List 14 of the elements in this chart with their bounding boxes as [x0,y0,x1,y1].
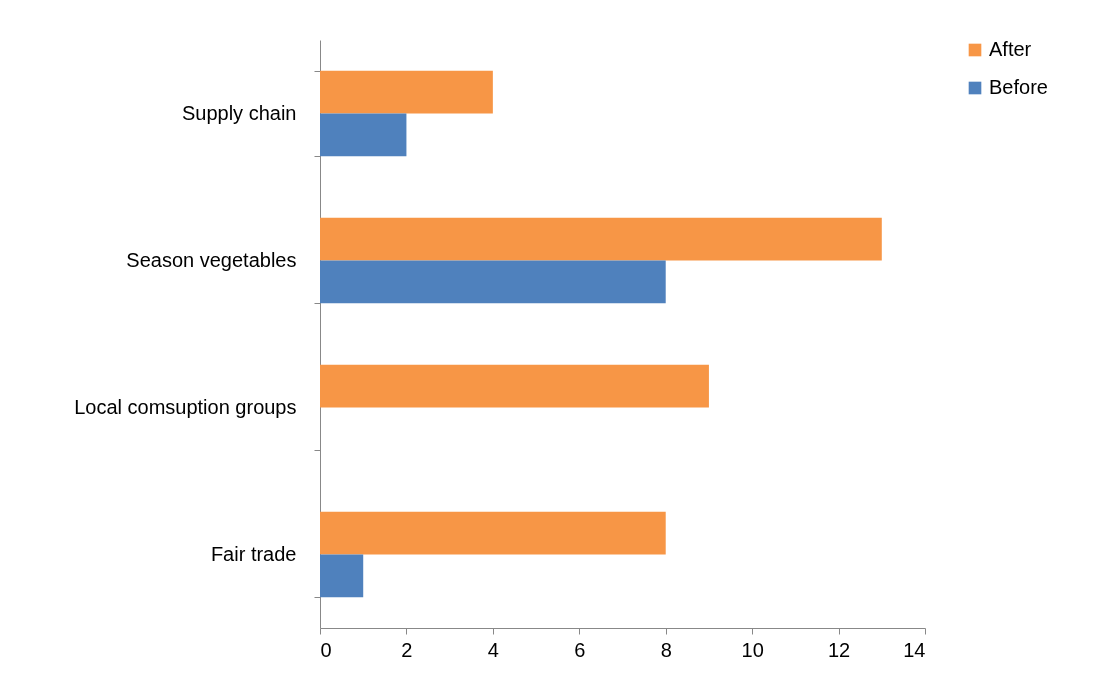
x-tick-label: 8 [660,638,672,661]
legend-label: Before [989,76,1048,98]
y-tick-label: Fair trade [210,543,297,565]
x-tick-label: 10 [741,638,764,661]
y-tick-label: Supply chain [181,102,297,124]
x-tick-label: 4 [487,638,499,661]
legend-label: After [989,38,1032,60]
y-tick-label: Season vegetables [126,249,297,271]
x-tick-label: 0 [320,638,332,661]
x-tick-label: 14 [903,638,926,661]
x-tick-label: 12 [827,638,851,661]
x-tick-label: 2 [401,638,413,661]
y-tick-label: Local comsuption groups [74,396,297,418]
x-tick-label: 6 [574,638,586,661]
